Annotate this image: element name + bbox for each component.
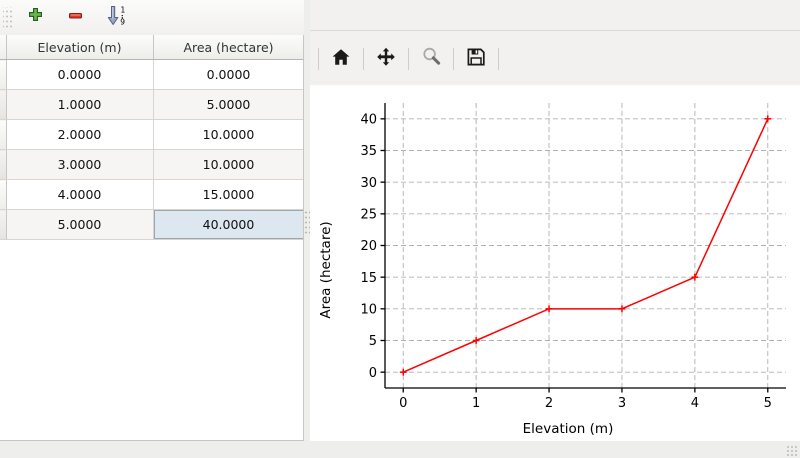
chart-line-area (402, 118, 769, 373)
y-axis-label: Area (hectare) (318, 221, 334, 318)
magnifier-icon (421, 46, 442, 71)
row-header-cell[interactable] (0, 149, 7, 180)
column-header-area[interactable]: Area (hectare) (153, 35, 303, 60)
table-row[interactable]: 3.0000 10.0000 (0, 149, 303, 180)
chart-data-point (691, 273, 699, 281)
remove-row-button[interactable] (60, 4, 90, 32)
zoom-button[interactable] (416, 44, 446, 74)
table-corner-cell[interactable] (0, 35, 7, 60)
y-tick-label: 25 (360, 207, 377, 222)
toolbar-separator (498, 47, 499, 70)
svg-text:1: 1 (121, 5, 126, 14)
sort-button[interactable]: 1 9 (102, 4, 132, 32)
row-header-cell[interactable] (0, 59, 7, 90)
table-body: 0.0000 0.0000 1.0000 5.0000 2.0000 10.0000 3.0… (0, 59, 303, 240)
pan-button[interactable] (371, 44, 401, 74)
cell-area[interactable]: 10.0000 (153, 149, 303, 180)
toolbar-separator (453, 47, 454, 70)
cell-elevation[interactable]: 1.0000 (6, 89, 154, 120)
x-tick-label: 4 (691, 396, 699, 411)
y-tick-label: 10 (360, 302, 377, 317)
matplotlib-navigation-toolbar (310, 30, 800, 86)
column-header-elevation[interactable]: Elevation (m) (6, 35, 154, 60)
chart-data-point (545, 305, 553, 313)
cell-elevation[interactable]: 3.0000 (6, 149, 154, 180)
y-tick-label: 0 (369, 366, 377, 381)
table-row[interactable]: 4.0000 15.0000 (0, 179, 303, 210)
y-tick-label: 30 (360, 176, 377, 191)
table-panel: 1 9 Elevation (m) Area (hectare (0, 0, 310, 441)
chart-series-area (399, 115, 772, 376)
chart-data-point (618, 305, 626, 313)
move-arrows-icon (376, 47, 396, 71)
x-tick-label: 1 (472, 396, 480, 411)
cell-area[interactable]: 0.0000 (153, 59, 303, 90)
window-bottom-strip (0, 441, 800, 458)
y-tick-label: 35 (360, 144, 377, 159)
y-tick-label: 20 (360, 239, 377, 254)
toolbar-separator (363, 47, 364, 70)
y-tick-label: 5 (369, 334, 377, 349)
y-tick-label: 15 (360, 271, 377, 286)
toolbar-drag-handle[interactable] (3, 6, 12, 29)
home-icon (331, 47, 351, 71)
cell-elevation[interactable]: 4.0000 (6, 179, 154, 210)
panel-splitter[interactable] (304, 210, 310, 234)
sort-descending-icon: 1 9 (105, 5, 129, 31)
row-header-cell[interactable] (0, 179, 7, 210)
x-tick-label: 2 (545, 396, 553, 411)
minus-icon (67, 7, 84, 28)
toolbar-separator (318, 47, 319, 70)
chart-y-tick-labels: 0 5 10 15 20 25 30 35 40 (360, 112, 377, 380)
data-table-container[interactable]: Elevation (m) Area (hectare) 0.0000 0.000… (0, 35, 304, 441)
table-row[interactable]: 2.0000 10.0000 (0, 119, 303, 150)
cell-area[interactable]: 10.0000 (153, 119, 303, 150)
add-row-button[interactable] (20, 4, 50, 32)
chart-gridlines (385, 103, 786, 388)
svg-text:9: 9 (120, 17, 125, 26)
home-button[interactable] (326, 44, 356, 74)
elevation-area-table: Elevation (m) Area (hectare) 0.0000 0.000… (0, 35, 303, 240)
x-axis-label: Elevation (m) (523, 421, 614, 437)
chart-figure[interactable]: 0 5 10 15 20 25 30 35 40 0 1 2 3 4 5 Elevation (m) Ar… (310, 85, 800, 443)
y-tick-label: 40 (360, 112, 377, 127)
cell-elevation[interactable]: 5.0000 (6, 209, 154, 240)
chart-data-point (472, 337, 480, 344)
table-row[interactable]: 1.0000 5.0000 (0, 89, 303, 120)
row-header-cell[interactable] (0, 119, 7, 150)
chart-tick-marks (380, 118, 769, 393)
toolbar-separator (408, 47, 409, 70)
line-chart: 0 5 10 15 20 25 30 35 40 0 1 2 3 4 5 Elevation (m) Ar… (310, 85, 800, 443)
plus-icon (27, 7, 44, 28)
window-resize-grip[interactable] (786, 445, 797, 456)
cell-area[interactable]: 15.0000 (153, 179, 303, 210)
x-tick-label: 0 (399, 396, 407, 411)
table-header-row: Elevation (m) Area (hectare) (0, 35, 303, 60)
cell-elevation[interactable]: 2.0000 (6, 119, 154, 150)
chart-background (310, 85, 800, 443)
chart-data-point (764, 115, 772, 123)
table-toolbar: 1 9 (0, 0, 304, 36)
x-tick-label: 5 (764, 396, 772, 411)
cell-area[interactable]: 5.0000 (153, 89, 303, 120)
save-button[interactable] (461, 44, 491, 74)
chart-panel: 0 5 10 15 20 25 30 35 40 0 1 2 3 4 5 Elevation (m) Ar… (310, 0, 800, 458)
x-tick-label: 3 (618, 396, 626, 411)
cell-elevation[interactable]: 0.0000 (6, 59, 154, 90)
floppy-disk-icon (466, 47, 486, 71)
row-header-cell[interactable] (0, 209, 7, 240)
cell-area[interactable]: 40.0000 (153, 209, 303, 240)
table-row[interactable]: 0.0000 0.0000 (0, 59, 303, 90)
table-row[interactable]: 5.0000 40.0000 (0, 209, 303, 240)
row-header-cell[interactable] (0, 89, 7, 120)
chart-data-point (399, 368, 407, 376)
chart-x-tick-labels: 0 1 2 3 4 5 (399, 396, 772, 411)
